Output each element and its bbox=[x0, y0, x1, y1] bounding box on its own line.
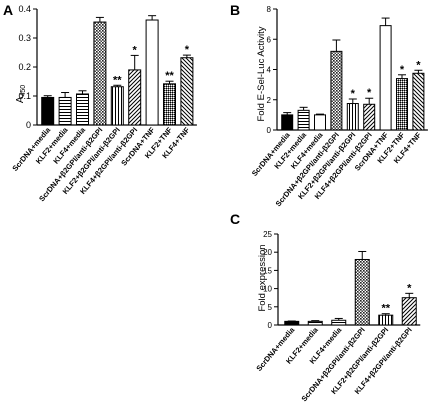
panel-a-y-tick-label: 0.1 bbox=[18, 91, 31, 101]
panel-a-plot: 00.10.20.30.4ScrDNA+mediaKLF2+mediaKLF4+… bbox=[10, 4, 197, 203]
panel-a-bar bbox=[128, 69, 142, 126]
panel-b-bar bbox=[281, 114, 294, 131]
panel-a-y-axis-label: A450 bbox=[15, 85, 27, 103]
panel-c-bar bbox=[378, 314, 394, 326]
panel-c-y-tick-label: 0 bbox=[268, 321, 273, 330]
panel-a-y-axis-label-main: A bbox=[15, 96, 26, 103]
panel-a-y-tick-label: 0.2 bbox=[18, 62, 31, 72]
panel-a-y-tick-label: 0.3 bbox=[18, 33, 31, 43]
panel-b-plot: 02468ScrDNA+mediaKLF2+mediaKLF4+mediaScr… bbox=[250, 5, 428, 208]
panel-b-bar bbox=[396, 78, 408, 131]
panel-b-y-tick-label: 4 bbox=[267, 66, 272, 75]
panel-b: B Fold E-Sel-Luc Activity 02468ScrDNA+me… bbox=[230, 2, 428, 208]
panel-a-significance-mark: ** bbox=[165, 70, 174, 82]
panel-b-bar bbox=[412, 72, 425, 131]
panel-a-bar bbox=[145, 19, 159, 126]
panel-b-y-tick-label: 6 bbox=[267, 35, 272, 44]
panel-b-significance-mark: * bbox=[416, 59, 421, 71]
panel-a-label: A bbox=[3, 2, 13, 18]
panel-a-y-tick-label: 0.4 bbox=[18, 4, 31, 14]
panel-a-bar bbox=[93, 21, 107, 126]
panel-b-y-tick-label: 2 bbox=[267, 96, 272, 105]
panel-a-significance-mark: ** bbox=[113, 74, 122, 86]
panel-a-bar bbox=[41, 96, 55, 126]
panel-a-bar bbox=[163, 83, 176, 126]
panel-c-significance-mark: ** bbox=[381, 303, 390, 315]
panel-c-y-tick-label: 20 bbox=[263, 248, 272, 257]
panel-b-bar bbox=[379, 25, 392, 131]
panel-b-y-tick-label: 0 bbox=[267, 126, 272, 135]
panel-a-bar bbox=[180, 57, 194, 126]
panel-b-bar bbox=[346, 103, 359, 131]
panel-c-plot: 0510152025ScrDNA+mediaKLF2+mediaKLF4+med… bbox=[254, 230, 421, 403]
panel-c-bar bbox=[284, 320, 300, 326]
panel-c-significance-mark: * bbox=[407, 282, 412, 294]
panel-c-y-tick-label: 15 bbox=[263, 266, 272, 275]
panel-b-bar bbox=[314, 114, 326, 131]
panel-a-bar bbox=[76, 93, 89, 126]
panel-b-significance-mark: * bbox=[367, 87, 372, 99]
panel-b-significance-mark: * bbox=[400, 64, 405, 76]
panel-c-y-tick-label: 10 bbox=[263, 285, 272, 294]
panel-a-bar bbox=[110, 86, 124, 126]
panel-b-y-axis-label: Fold E-Sel-Luc Activity bbox=[256, 26, 267, 121]
panel-c-bar bbox=[307, 320, 323, 326]
panel-b-label: B bbox=[230, 2, 240, 18]
panel-b-bar bbox=[330, 50, 343, 131]
panel-c-y-tick-label: 5 bbox=[268, 303, 273, 312]
panel-b-bar bbox=[297, 109, 310, 131]
panel-c-label: C bbox=[230, 211, 240, 227]
panel-b-significance-mark: * bbox=[351, 88, 356, 100]
panel-c-bar bbox=[354, 258, 370, 326]
panel-a-y-axis-label-sub: 450 bbox=[20, 85, 27, 97]
panel-c-y-axis-label: Fold expression bbox=[257, 244, 268, 311]
panel-b-y-tick-label: 8 bbox=[267, 5, 272, 14]
panel-a-y-tick-label: 0 bbox=[26, 120, 31, 130]
panel-c-y-tick-label: 25 bbox=[263, 230, 272, 239]
panel-a-bar bbox=[58, 96, 72, 126]
panel-b-bar bbox=[363, 103, 376, 131]
panel-a: A A450 00.10.20.30.4ScrDNA+mediaKLF2+med… bbox=[3, 2, 197, 203]
panel-c-bar bbox=[331, 319, 347, 326]
panel-c: C Fold expression 0510152025ScrDNA+media… bbox=[230, 211, 421, 403]
panel-a-significance-mark: * bbox=[133, 44, 138, 56]
panel-a-significance-mark: * bbox=[185, 44, 190, 56]
panel-c-bar bbox=[401, 297, 417, 326]
